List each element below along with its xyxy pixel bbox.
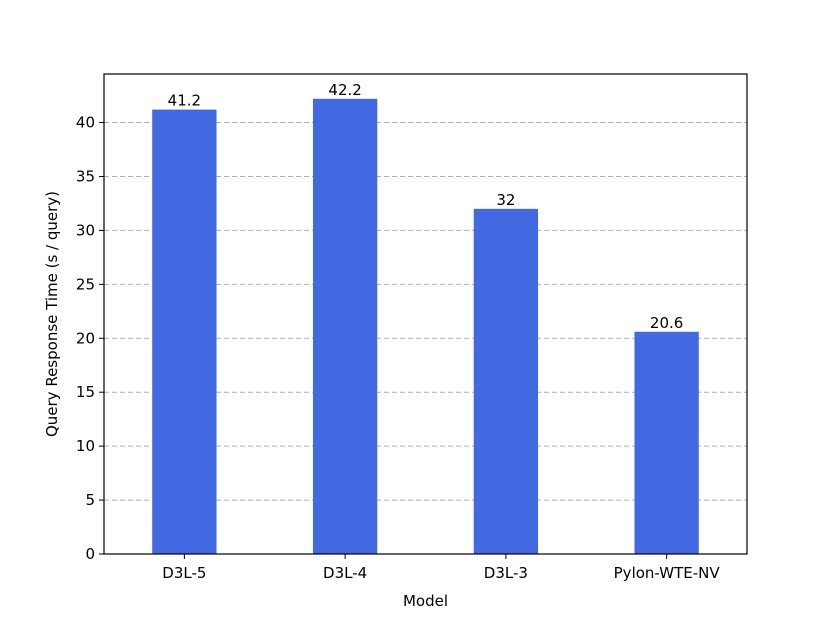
data-label: 42.2 [328,81,361,99]
bar-d3l-4 [312,98,378,554]
y-tick-label: 30 [76,221,95,239]
y-tick-label: 25 [76,275,95,293]
y-axis-ticks: 0 5 10 15 20 25 30 35 40 [76,114,104,563]
y-tick-label: 5 [85,491,95,509]
y-tick-label: 40 [76,114,95,132]
x-tick-label: Pylon-WTE-NV [614,564,721,582]
x-tick-label: D3L-5 [162,564,206,582]
y-tick-label: 0 [85,545,95,563]
bars [152,98,699,554]
y-tick-label: 35 [76,167,95,185]
bar-d3l-3 [473,208,539,554]
x-tick-label: D3L-3 [484,564,528,582]
data-label: 20.6 [650,314,683,332]
bar-d3l-5 [152,109,217,554]
data-labels: 41.2 42.2 32 20.6 [168,81,684,332]
x-tick-label: D3L-4 [323,564,367,582]
bar-pylon-wte-nv [634,331,699,554]
y-tick-label: 20 [76,329,95,347]
y-axis-title: Query Response Time (s / query) [43,191,61,437]
x-axis-title: Model [403,592,448,610]
data-label: 32 [496,191,515,209]
y-tick-label: 15 [76,383,95,401]
y-tick-label: 10 [76,437,95,455]
plot-frame [103,73,748,555]
x-axis-ticks: D3L-5 D3L-4 D3L-3 Pylon-WTE-NV [162,554,720,582]
data-label: 41.2 [168,92,201,110]
